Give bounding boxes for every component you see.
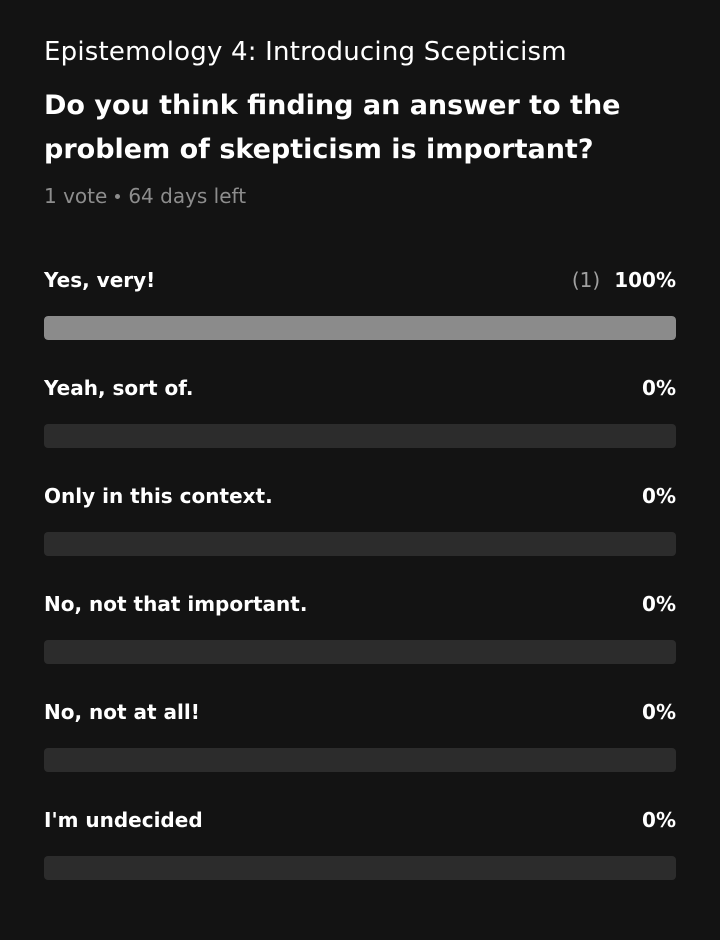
poll-option[interactable]: Yeah, sort of. 0% [44,372,676,480]
option-bar-track [44,856,676,880]
option-bar-track [44,532,676,556]
separator-dot-icon [115,194,121,199]
poll-option[interactable]: I'm undecided 0% [44,804,676,912]
poll-options: Yes, very! (1) 100% Yeah, sort of. 0% [44,264,676,912]
poll-meta: 1 vote 64 days left [44,182,676,210]
option-bar-track [44,424,676,448]
vote-count: 1 vote [44,184,108,208]
option-percent: 0% [642,700,676,724]
poll-option[interactable]: Yes, very! (1) 100% [44,264,676,372]
option-percent: 100% [614,268,676,292]
option-label: No, not at all! [44,700,200,724]
option-label: Yeah, sort of. [44,376,194,400]
poll-option[interactable]: No, not at all! 0% [44,696,676,804]
poll-option[interactable]: Only in this context. 0% [44,480,676,588]
option-vote-count: (1) [571,268,601,292]
poll-question: Do you think finding an answer to the pr… [44,90,621,165]
option-label: No, not that important. [44,592,308,616]
option-label: I'm undecided [44,808,203,832]
poll-header: Epistemology 4: Introducing Scepticism [44,37,567,67]
option-bar-track [44,316,676,340]
option-percent: 0% [642,484,676,508]
poll-option[interactable]: No, not that important. 0% [44,588,676,696]
option-label: Only in this context. [44,484,273,508]
option-percent: 0% [642,376,676,400]
time-left: 64 days left [128,184,247,208]
option-label: Yes, very! [44,268,156,292]
option-bar-track [44,748,676,772]
option-percent: 0% [642,592,676,616]
option-percent: 0% [642,808,676,832]
option-bar-track [44,640,676,664]
option-bar-fill [44,316,676,340]
